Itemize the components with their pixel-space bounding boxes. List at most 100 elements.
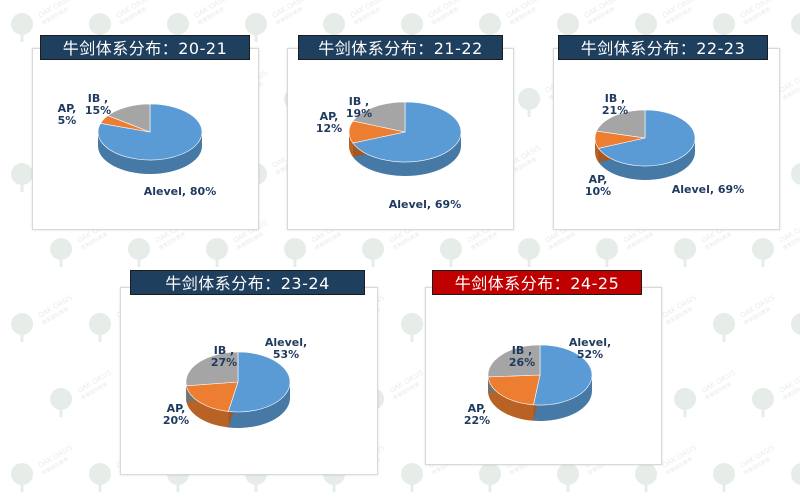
pie-chart-23-24: Alevel, 53% AP, 20% IB , 27%: [163, 336, 307, 428]
svg-text:OAK OASIS: OAK OASIS: [193, 0, 230, 20]
svg-text:橡果国际教育: 橡果国际教育: [743, 306, 772, 327]
svg-text:橡果国际教育: 橡果国际教育: [548, 231, 577, 252]
svg-text:橡果国际教育: 橡果国际教育: [158, 231, 187, 252]
svg-text:橡果国际教育: 橡果国际教育: [782, 231, 800, 252]
svg-text:OAK OASIS: OAK OASIS: [76, 368, 113, 394]
svg-text:OAK OASIS: OAK OASIS: [583, 0, 620, 20]
svg-text:OAK OASIS: OAK OASIS: [778, 68, 800, 94]
data-label-ap: AP, 20%: [163, 402, 189, 427]
svg-text:橡果国际教育: 橡果国际教育: [236, 231, 265, 252]
data-label-ap: AP, 12%: [316, 110, 342, 135]
svg-text:橡果国际教育: 橡果国际教育: [782, 381, 800, 402]
svg-text:OAK OASIS: OAK OASIS: [739, 293, 776, 319]
svg-text:橡果国际教育: 橡果国际教育: [41, 306, 70, 327]
data-label-ap: AP, 10%: [585, 173, 611, 198]
pie-slice-alevel: [227, 351, 291, 413]
pie-chart-22-23: Alevel, 69% AP, 10% IB , 21%: [585, 92, 744, 198]
pie-chart-24-25: Alevel, 52% AP, 22% IB , 26%: [464, 336, 611, 427]
svg-text:橡果国际教育: 橡果国际教育: [80, 381, 109, 402]
data-label-ib: IB , 19%: [346, 95, 372, 120]
svg-text:OAK OASIS: OAK OASIS: [778, 218, 800, 244]
svg-text:橡果国际教育: 橡果国际教育: [431, 6, 460, 27]
svg-text:橡果国际教育: 橡果国际教育: [392, 381, 421, 402]
data-label-ib: IB , 21%: [602, 92, 628, 117]
pie-side-ap: [488, 376, 534, 421]
svg-text:OAK OASIS: OAK OASIS: [661, 293, 698, 319]
svg-text:OAK OASIS: OAK OASIS: [37, 443, 74, 469]
pie-slice-alevel: [533, 344, 593, 406]
svg-text:橡果国际教育: 橡果国际教育: [665, 6, 694, 27]
data-label-alevel: Alevel, 69%: [389, 198, 461, 211]
svg-text:OAK OASIS: OAK OASIS: [739, 0, 776, 20]
svg-text:OAK OASIS: OAK OASIS: [37, 0, 74, 20]
data-label-ib: IB , 26%: [509, 344, 535, 369]
chart-title-22-23: 牛剑体系分布：22-23: [558, 35, 768, 60]
pie-chart-21-22: Alevel, 69% AP, 12%IB , 19%: [316, 95, 462, 211]
data-label-alevel: Alevel, 53%: [265, 336, 307, 361]
pie-slice-ib: [185, 351, 239, 387]
pie-slice-ap: [487, 374, 541, 406]
svg-text:橡果国际教育: 橡果国际教育: [197, 6, 226, 27]
svg-text:橡果国际教育: 橡果国际教育: [782, 81, 800, 102]
pie-slice-ap: [186, 381, 239, 412]
svg-text:OAK OASIS: OAK OASIS: [778, 368, 800, 394]
chart-title-23-24: 牛剑体系分布：23-24: [130, 270, 365, 295]
svg-text:OAK OASIS: OAK OASIS: [661, 443, 698, 469]
svg-text:OAK OASIS: OAK OASIS: [271, 0, 308, 20]
svg-text:橡果国际教育: 橡果国际教育: [665, 456, 694, 477]
pie-side-alevel: [598, 138, 695, 180]
data-label-ap: AP, 5%: [58, 102, 77, 127]
svg-text:橡果国际教育: 橡果国际教育: [119, 6, 148, 27]
svg-text:橡果国际教育: 橡果国际教育: [626, 231, 655, 252]
data-label-ap: AP, 22%: [464, 402, 490, 427]
data-label-ib: IB , 15%: [85, 92, 111, 117]
pie-slice-ib: [596, 109, 646, 139]
svg-text:OAK OASIS: OAK OASIS: [115, 0, 152, 20]
svg-text:橡果国际教育: 橡果国际教育: [665, 306, 694, 327]
chart-title-20-21: 牛剑体系分布：20-21: [40, 35, 250, 60]
svg-text:OAK OASIS: OAK OASIS: [37, 293, 74, 319]
svg-text:橡果国际教育: 橡果国际教育: [314, 231, 343, 252]
svg-text:橡果国际教育: 橡果国际教育: [704, 381, 733, 402]
pie-side-alevel: [533, 375, 592, 421]
pie-side-alevel: [352, 132, 461, 176]
svg-text:橡果国际教育: 橡果国际教育: [392, 231, 421, 252]
pie-slice-alevel: [598, 109, 696, 167]
svg-text:橡果国际教育: 橡果国际教育: [470, 231, 499, 252]
data-label-alevel: Alevel, 52%: [569, 336, 611, 361]
svg-text:橡果国际教育: 橡果国际教育: [41, 6, 70, 27]
svg-text:OAK OASIS: OAK OASIS: [505, 0, 542, 20]
svg-text:OAK OASIS: OAK OASIS: [349, 0, 386, 20]
svg-text:橡果国际教育: 橡果国际教育: [587, 6, 616, 27]
svg-text:OAK OASIS: OAK OASIS: [700, 368, 737, 394]
chart-title-24-25: 牛剑体系分布：24-25: [432, 270, 642, 295]
pie-slice-alevel: [352, 101, 462, 163]
svg-text:橡果国际教育: 橡果国际教育: [353, 6, 382, 27]
svg-text:橡果国际教育: 橡果国际教育: [80, 231, 109, 252]
svg-text:OAK OASIS: OAK OASIS: [739, 443, 776, 469]
pie-chart-20-21: Alevel, 80% AP, 5% IB , 15%: [58, 92, 217, 198]
svg-text:橡果国际教育: 橡果国际教育: [275, 6, 304, 27]
svg-text:橡果国际教育: 橡果国际教育: [743, 6, 772, 27]
pie-slice-ib: [352, 101, 406, 133]
pie-side-ap: [186, 385, 229, 428]
svg-text:OAK OASIS: OAK OASIS: [661, 0, 698, 20]
svg-text:OAK OASIS: OAK OASIS: [427, 0, 464, 20]
svg-text:橡果国际教育: 橡果国际教育: [41, 456, 70, 477]
svg-text:橡果国际教育: 橡果国际教育: [704, 231, 733, 252]
chart-title-21-22: 牛剑体系分布：21-22: [298, 35, 503, 60]
pie-side-alevel: [228, 382, 290, 428]
svg-text:OAK OASIS: OAK OASIS: [388, 368, 425, 394]
pie-side-alevel: [98, 132, 202, 174]
